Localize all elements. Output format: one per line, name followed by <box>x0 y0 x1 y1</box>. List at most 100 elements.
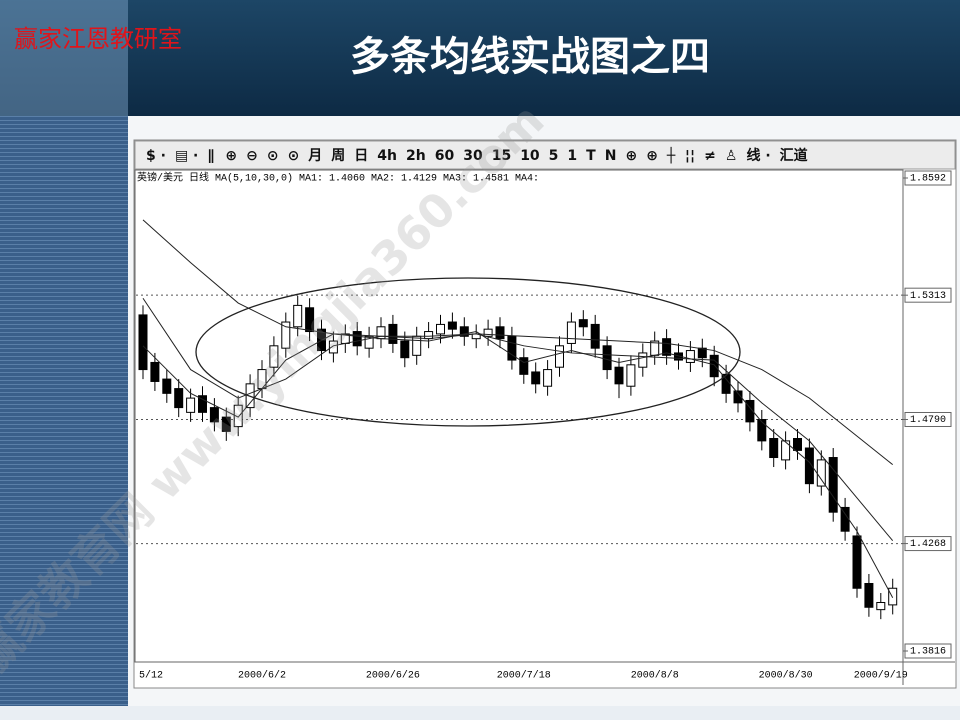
toolbar-button[interactable]: T <box>586 148 596 164</box>
toolbar <box>134 140 956 170</box>
toolbar-button[interactable]: 10 <box>520 148 540 164</box>
candle-body <box>293 304 303 328</box>
candle-body <box>590 323 600 349</box>
moving-average <box>142 331 894 598</box>
candle-body <box>555 345 564 368</box>
candle-body <box>697 347 707 359</box>
candle-body <box>412 335 422 356</box>
toolbar-button[interactable]: 月 <box>307 148 322 164</box>
x-tick-label: 2000/9/19 <box>854 670 908 682</box>
candle-body <box>162 378 172 394</box>
toolbar-button[interactable]: 15 <box>492 148 511 164</box>
candle-body <box>198 395 207 413</box>
candle-body <box>507 335 517 361</box>
candle-body <box>709 354 719 378</box>
toolbar-button[interactable]: 2h <box>406 148 426 164</box>
x-tick-label: 2000/7/18 <box>497 670 551 682</box>
candle-body <box>602 345 612 371</box>
logo-box <box>0 0 128 116</box>
candle-body <box>317 328 326 352</box>
candle-body <box>566 321 576 344</box>
candle-body <box>269 345 279 368</box>
toolbar-button[interactable]: ♙ <box>725 148 738 164</box>
candle-body <box>543 369 553 387</box>
candle-body <box>209 407 219 423</box>
candle-body <box>578 319 588 328</box>
toolbar-button[interactable]: $ · <box>146 148 166 164</box>
candle-body <box>662 338 672 356</box>
candle-body <box>531 371 541 385</box>
x-tick-label: 5/12 <box>139 670 163 682</box>
toolbar-button[interactable]: 1 <box>567 148 577 164</box>
x-tick-label: 2000/6/2 <box>238 670 286 682</box>
y-tick-label: 1.4268 <box>910 539 946 550</box>
moving-average <box>142 297 894 542</box>
toolbar-button[interactable]: 汇道 <box>780 147 808 164</box>
candle-body <box>305 307 315 333</box>
x-tick-label: 2000/8/30 <box>759 670 813 682</box>
toolbar-button[interactable]: ┼ <box>666 146 676 164</box>
candle-body <box>638 352 648 368</box>
y-tick-label: 1.3816 <box>910 647 946 658</box>
candle-body <box>364 335 374 349</box>
y-tick-label: 1.8592 <box>910 174 946 185</box>
candle-body <box>221 416 231 432</box>
candle-body <box>174 388 184 409</box>
toolbar-button[interactable]: ≠ <box>704 148 716 164</box>
toolbar-button[interactable]: 60 <box>435 148 455 164</box>
candle-body <box>483 328 493 337</box>
candle-body <box>281 321 291 349</box>
x-tick-label: 2000/6/26 <box>366 670 420 682</box>
candle-body <box>876 602 886 611</box>
chart-info: 英镑/美元 日线 MA(5,10,30,0) MA1: 1.4060 MA2: … <box>137 171 539 185</box>
candle-body <box>186 397 196 413</box>
candle-body <box>328 340 338 354</box>
candle-body <box>852 535 862 589</box>
candle-body <box>459 326 469 337</box>
candle-body <box>614 366 624 385</box>
toolbar-button[interactable]: ⊙ <box>288 148 300 164</box>
toolbar-button[interactable]: ⊕ <box>225 148 237 164</box>
candle-body <box>233 404 243 428</box>
toolbar-button[interactable]: 30 <box>463 148 483 164</box>
candle-body <box>733 390 743 404</box>
moving-average <box>142 219 894 466</box>
y-tick-label: 1.5313 <box>910 291 946 302</box>
brand: 赢家江恩教研室 <box>14 26 182 53</box>
candle-body <box>840 506 850 532</box>
candle-body <box>793 438 802 451</box>
candle-body <box>519 357 529 375</box>
toolbar-button[interactable]: ¦¦ <box>685 148 695 164</box>
toolbar-button[interactable]: 5 <box>549 148 559 164</box>
candle-body <box>781 440 791 461</box>
toolbar-button[interactable]: N <box>605 148 617 164</box>
candle-body <box>150 361 160 382</box>
candle-body <box>388 323 398 344</box>
toolbar-button[interactable]: ▤ · <box>175 148 198 164</box>
candle-body <box>828 457 838 513</box>
toolbar-button[interactable]: 4h <box>377 148 397 164</box>
y-tick-label: 1.4790 <box>910 415 946 426</box>
candle-body <box>769 438 779 459</box>
toolbar-button[interactable]: 线 · <box>746 147 770 164</box>
candle-body <box>757 418 767 442</box>
toolbar-button[interactable]: ⊖ <box>246 148 258 164</box>
x-tick-label: 2000/8/8 <box>631 670 679 682</box>
candle-body <box>352 331 362 347</box>
candle-body <box>424 331 434 340</box>
candle-body <box>745 399 755 423</box>
toolbar-button[interactable]: ⊕ <box>625 148 637 164</box>
candle-body <box>888 587 898 606</box>
candle-body <box>138 314 148 371</box>
toolbar-button[interactable]: ⊕ <box>646 148 658 164</box>
toolbar-button[interactable]: 周 <box>331 148 345 164</box>
toolbar-button[interactable]: ⊙ <box>267 148 279 164</box>
candle-body <box>685 350 695 363</box>
toolbar-button[interactable]: 日 <box>354 148 368 164</box>
chart-window <box>133 139 957 689</box>
toolbar-button[interactable]: ∥ <box>207 148 214 164</box>
candle-body <box>816 459 826 487</box>
header <box>0 0 960 116</box>
slide-title: 多条均线实战图之四 <box>350 33 710 80</box>
